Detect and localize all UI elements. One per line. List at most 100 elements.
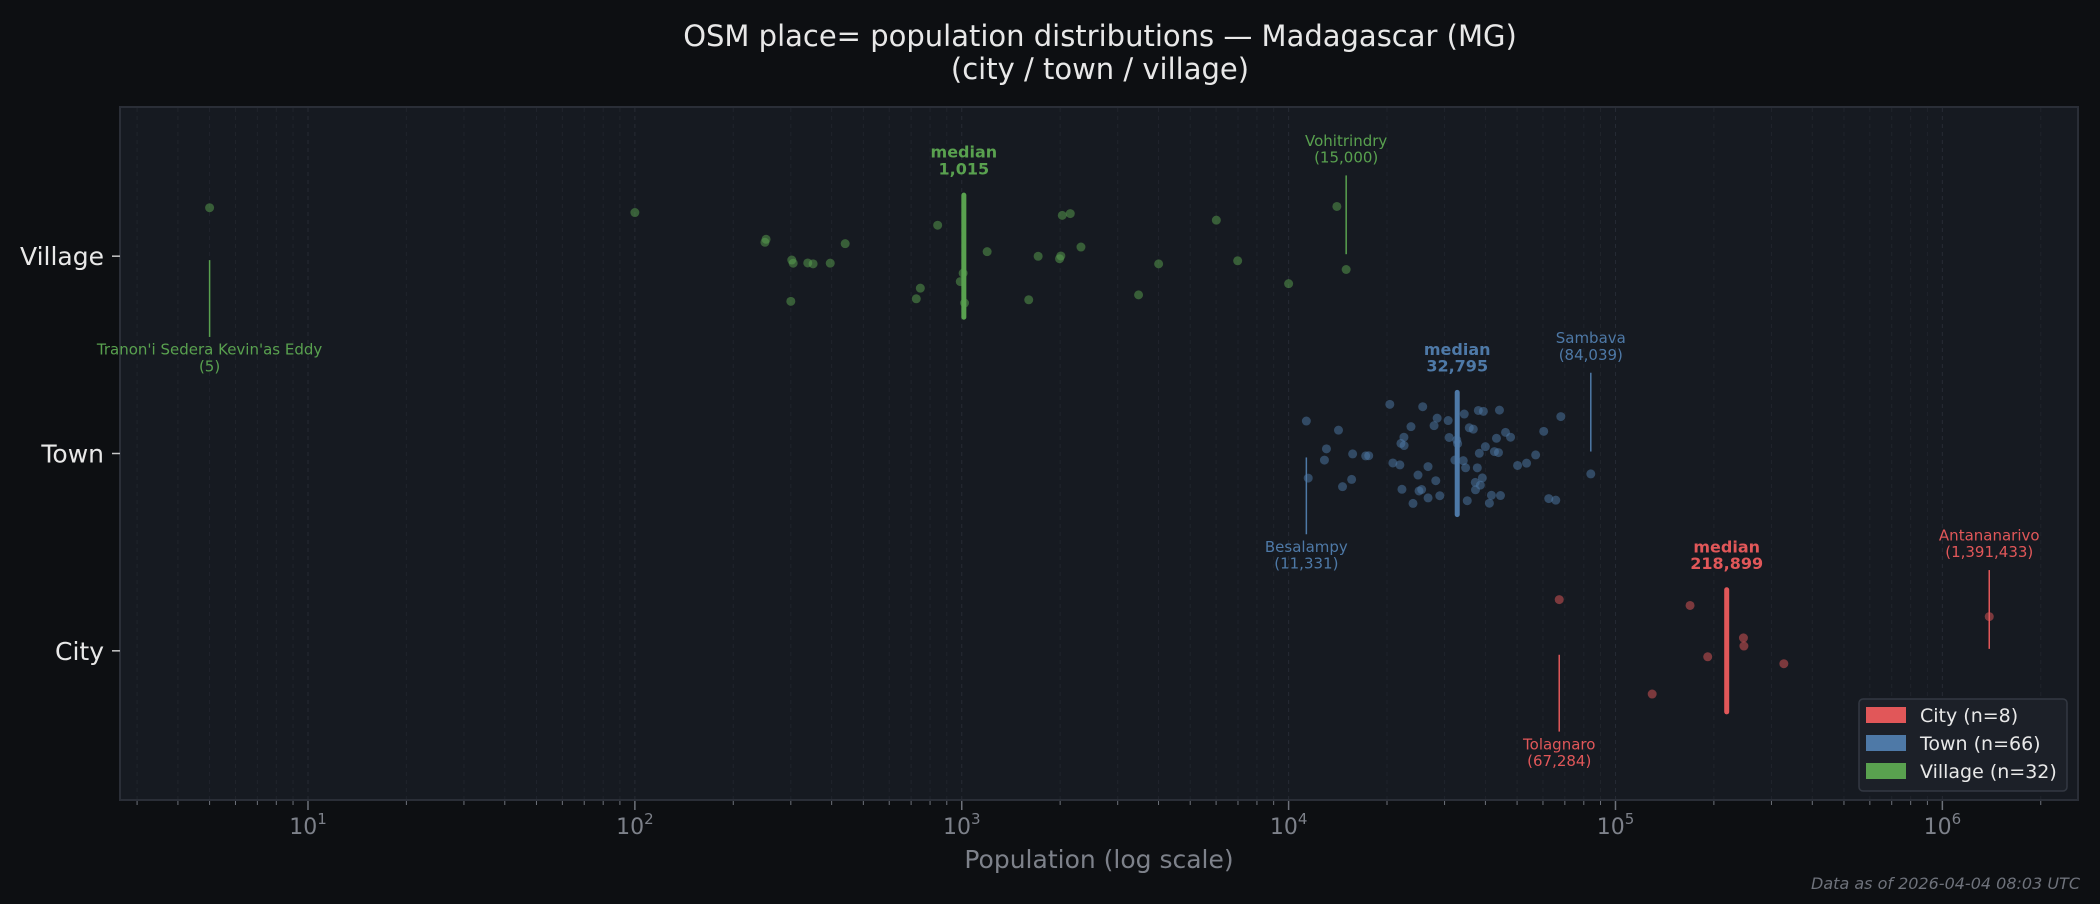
legend-label-city: City (n=8) <box>1920 705 2018 727</box>
data-point <box>1347 474 1357 484</box>
data-point <box>1303 473 1313 483</box>
x-tick-base: 10 <box>289 815 317 840</box>
median-value: 1,015 <box>939 159 990 178</box>
x-axis-label: Population (log scale) <box>964 845 1233 874</box>
data-point <box>1338 482 1348 492</box>
data-point <box>1134 290 1144 300</box>
data-point <box>1388 458 1398 468</box>
data-point <box>1544 494 1554 504</box>
data-point <box>1408 498 1418 508</box>
y-axis: City Town Village <box>20 242 120 666</box>
data-point <box>1462 496 1472 506</box>
legend-swatch-village <box>1866 763 1906 779</box>
chart-subtitle: (city / town / village) <box>951 52 1249 86</box>
x-tick-base: 10 <box>943 815 971 840</box>
x-tick-label: 102 <box>616 810 654 840</box>
data-point <box>1348 449 1358 459</box>
data-point <box>1417 485 1427 495</box>
data-point <box>1429 421 1439 431</box>
data-point <box>1413 470 1423 480</box>
x-tick-label: 101 <box>289 810 327 840</box>
legend-swatch-town <box>1866 735 1906 751</box>
data-point <box>1399 432 1409 442</box>
x-tick-base: 10 <box>616 815 644 840</box>
data-point <box>1685 600 1695 610</box>
x-tick-exponent: 3 <box>971 810 981 828</box>
data-point <box>1494 405 1504 415</box>
data-point <box>1474 448 1484 458</box>
data-point <box>1385 399 1395 409</box>
data-point <box>205 203 215 213</box>
max-annotation-name: Antananarivo <box>1939 527 2040 545</box>
x-tick-label: 104 <box>1270 810 1308 840</box>
median-value: 218,899 <box>1690 554 1763 573</box>
y-tick-label: City <box>55 637 104 666</box>
data-point <box>1301 416 1311 426</box>
data-point <box>1444 432 1454 442</box>
data-point <box>1431 476 1441 486</box>
data-point <box>1154 259 1164 269</box>
data-point <box>1395 460 1405 470</box>
chart-title: OSM place= population distributions — Ma… <box>683 19 1517 53</box>
x-tick-label: 103 <box>943 810 981 840</box>
data-point <box>1418 402 1428 412</box>
data-point <box>1033 251 1043 261</box>
data-point <box>1739 641 1749 651</box>
data-point <box>825 258 835 268</box>
x-tick-label: 105 <box>1597 810 1635 840</box>
max-annotation-value: (15,000) <box>1314 149 1378 167</box>
data-point <box>1065 209 1075 219</box>
data-point <box>1468 424 1478 434</box>
data-point <box>915 283 925 293</box>
data-point <box>1531 450 1541 460</box>
x-tick-exponent: 4 <box>1298 810 1308 828</box>
data-point <box>1211 215 1221 225</box>
data-point <box>1432 413 1442 423</box>
data-point <box>808 259 818 269</box>
data-point <box>1493 448 1503 458</box>
median-title: median <box>1693 537 1760 556</box>
data-point <box>1513 460 1523 470</box>
legend-label-town: Town (n=66) <box>1919 733 2041 755</box>
x-tick-base: 10 <box>1270 815 1298 840</box>
x-tick-base: 10 <box>1924 815 1952 840</box>
min-annotation-name: Tranon'i Sedera Kevin'as Eddy <box>96 341 322 359</box>
median-title: median <box>1424 340 1491 359</box>
data-point <box>1506 432 1516 442</box>
x-tick-exponent: 2 <box>644 810 654 828</box>
data-point <box>1423 462 1433 472</box>
data-point <box>1738 633 1748 643</box>
min-annotation-value: (5) <box>199 357 220 375</box>
data-point <box>1233 256 1243 266</box>
data-point <box>933 220 943 230</box>
data-point <box>1024 295 1034 305</box>
data-point <box>1556 412 1566 422</box>
data-point <box>1703 652 1713 662</box>
data-point <box>1478 406 1488 416</box>
data-point <box>786 296 796 306</box>
data-point <box>1341 265 1351 275</box>
data-point <box>1522 458 1532 468</box>
data-point <box>1399 441 1409 451</box>
data-point <box>1423 493 1433 503</box>
min-annotation-value: (67,284) <box>1527 752 1591 770</box>
data-point <box>1647 689 1657 699</box>
plot-area <box>119 106 2079 801</box>
legend: City (n=8) Town (n=66) Village (n=32) <box>1858 698 2068 792</box>
x-tick-exponent: 1 <box>317 810 327 828</box>
max-annotation-name: Sambava <box>1556 329 1626 347</box>
data-point <box>1321 444 1331 454</box>
data-point <box>1459 409 1469 419</box>
data-point <box>1472 463 1482 473</box>
max-annotation-value: (84,039) <box>1559 346 1623 364</box>
data-point <box>1551 495 1561 505</box>
data-point <box>1554 595 1564 605</box>
data-point <box>1491 433 1501 443</box>
data-point <box>1486 490 1496 500</box>
data-point <box>1586 469 1596 479</box>
max-annotation-name: Vohitrindry <box>1305 132 1387 150</box>
legend-swatch-city <box>1866 707 1906 723</box>
